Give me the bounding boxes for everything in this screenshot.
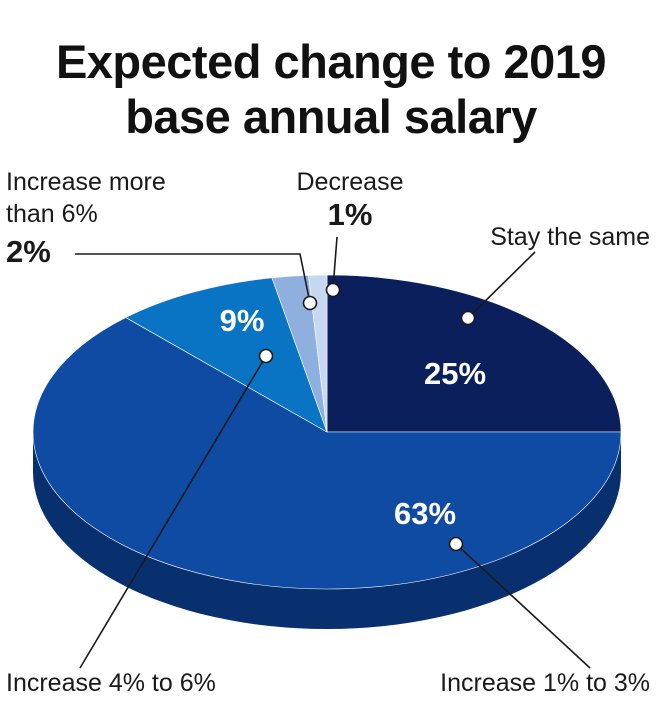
leader-lines bbox=[75, 236, 591, 669]
leader-line-stay-same bbox=[467, 251, 536, 319]
label-increase-4-6: Increase 4% to 6% bbox=[6, 669, 216, 697]
label-increase-more-6-line-2: than 6% bbox=[6, 200, 98, 228]
label-decrease: Decrease bbox=[297, 168, 404, 196]
value-label-stay-same: 25% bbox=[424, 356, 486, 391]
pie-slice-stay-same bbox=[326, 274, 622, 433]
pie-slice-increase-1-3 bbox=[32, 317, 622, 590]
leader-dot-stay-same bbox=[460, 310, 476, 326]
leader-dot-decrease bbox=[325, 282, 341, 298]
leader-line-decrease bbox=[332, 236, 338, 290]
label-increase-more-6-line-1: Increase more bbox=[6, 168, 166, 196]
pie-slice-increase-4-6 bbox=[125, 277, 328, 433]
label-stay-same: Stay the same bbox=[490, 223, 650, 251]
leader-dot-increase-4-6 bbox=[258, 348, 274, 364]
value-label-increase-1-3: 63% bbox=[394, 496, 456, 531]
leader-dots bbox=[258, 282, 476, 552]
chart-title-line-2: base annual salary bbox=[125, 90, 537, 143]
chart-title: Expected change to 2019 base annual sala… bbox=[0, 34, 662, 144]
pie-side-increase-1-3 bbox=[33, 432, 621, 629]
chart-title-line-1: Expected change to 2019 bbox=[55, 35, 607, 88]
pie-slice-decrease bbox=[308, 274, 328, 433]
label-increase-1-3: Increase 1% to 3% bbox=[440, 669, 650, 697]
value-label-increase-4-6: 9% bbox=[220, 303, 265, 338]
leader-dot-increase-more-6 bbox=[302, 295, 318, 311]
leader-line-increase-more-6 bbox=[75, 253, 311, 304]
leader-dot-increase-1-3 bbox=[448, 536, 464, 552]
value-label-decrease: 1% bbox=[328, 197, 373, 232]
pie-side bbox=[33, 432, 621, 629]
leader-line-increase-4-6 bbox=[79, 355, 267, 669]
leader-line-increase-1-3 bbox=[455, 543, 591, 669]
pie-top bbox=[32, 274, 622, 590]
value-label-increase-more-6: 2% bbox=[6, 234, 51, 269]
